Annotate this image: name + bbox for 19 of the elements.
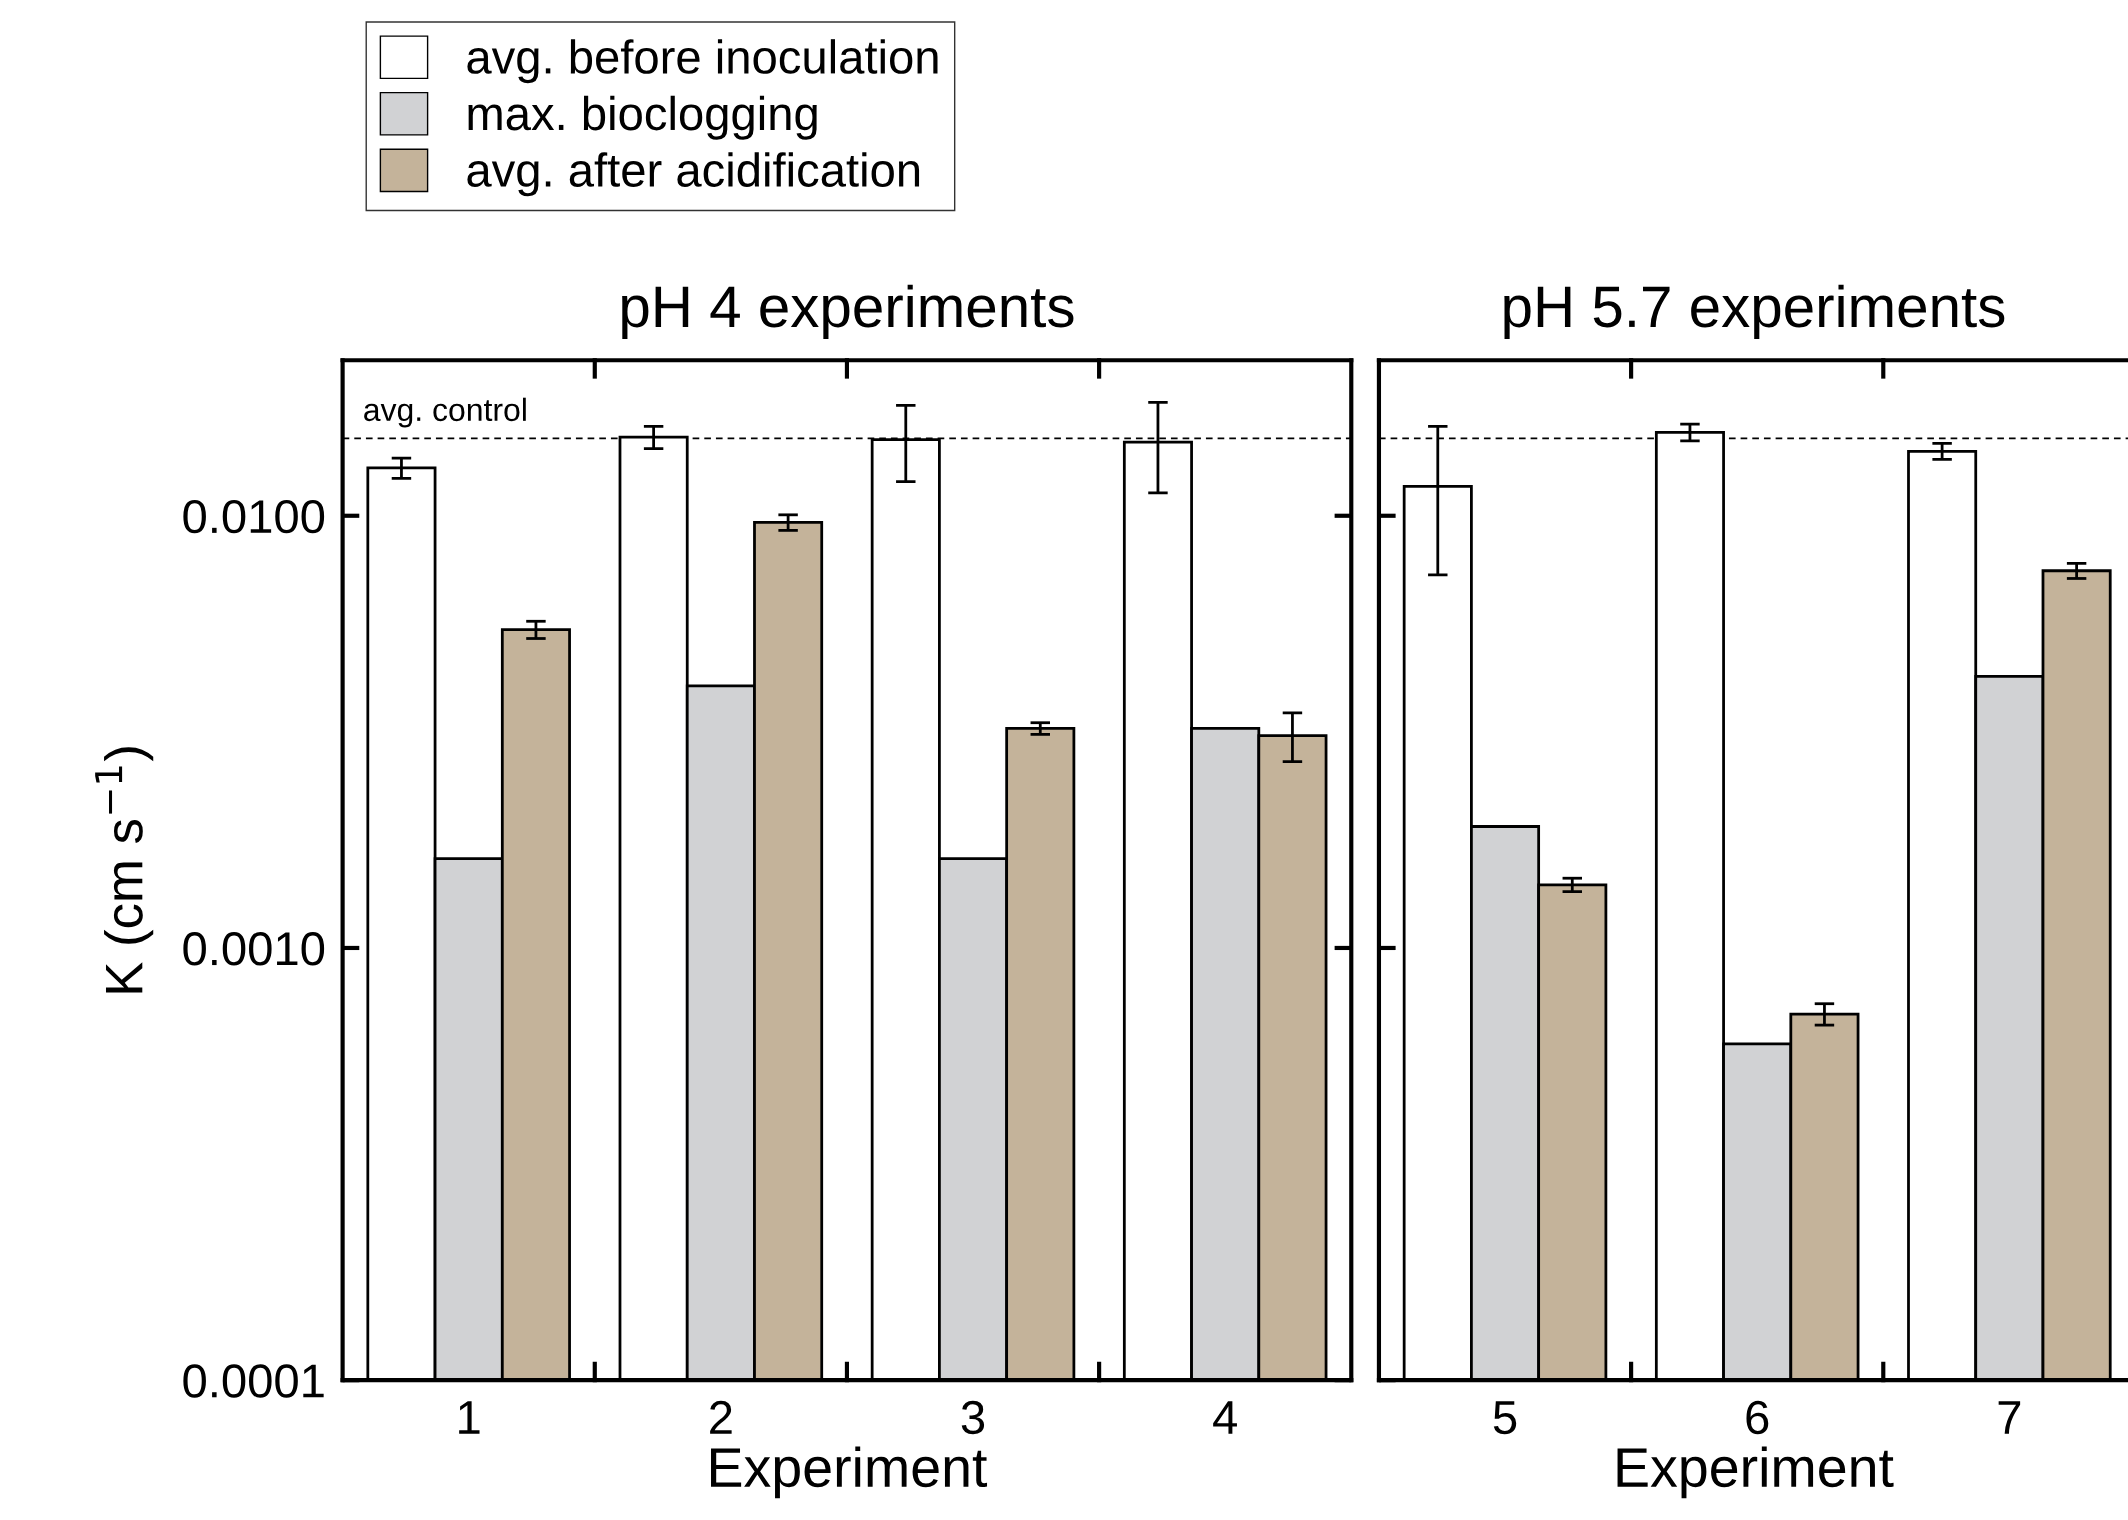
legend-label: max. bioclogging	[468, 95, 817, 140]
y-tick-label: 0.0001	[183, 1364, 324, 1398]
y-axis-title: K (cm s$^{−1}$)	[95, 747, 154, 993]
x-tick-label: 4	[1213, 1401, 1237, 1434]
chart-title: pH 5.7 experiments	[1504, 284, 2005, 340]
chart-title: pH 4 experiments	[622, 284, 1074, 340]
x-axis-title: Experiment	[1617, 1446, 1894, 1499]
x-tick-label: 1	[459, 1401, 480, 1434]
ref-line-label: avg. control	[364, 397, 526, 428]
y-tick-label: 0.0010	[183, 932, 325, 966]
x-tick-label: 6	[1746, 1400, 1769, 1435]
y-tick-label: 0.0100	[183, 499, 325, 534]
legend-label: avg. after acidification	[467, 152, 920, 197]
legend-label: avg. before inoculation	[467, 39, 938, 84]
x-tick-label: 7	[1998, 1401, 2021, 1434]
x-tick-label: 5	[1493, 1401, 1517, 1435]
x-tick-label: 2	[710, 1400, 732, 1434]
x-tick-label: 3	[961, 1400, 985, 1435]
x-axis-title: Experiment	[711, 1446, 988, 1499]
